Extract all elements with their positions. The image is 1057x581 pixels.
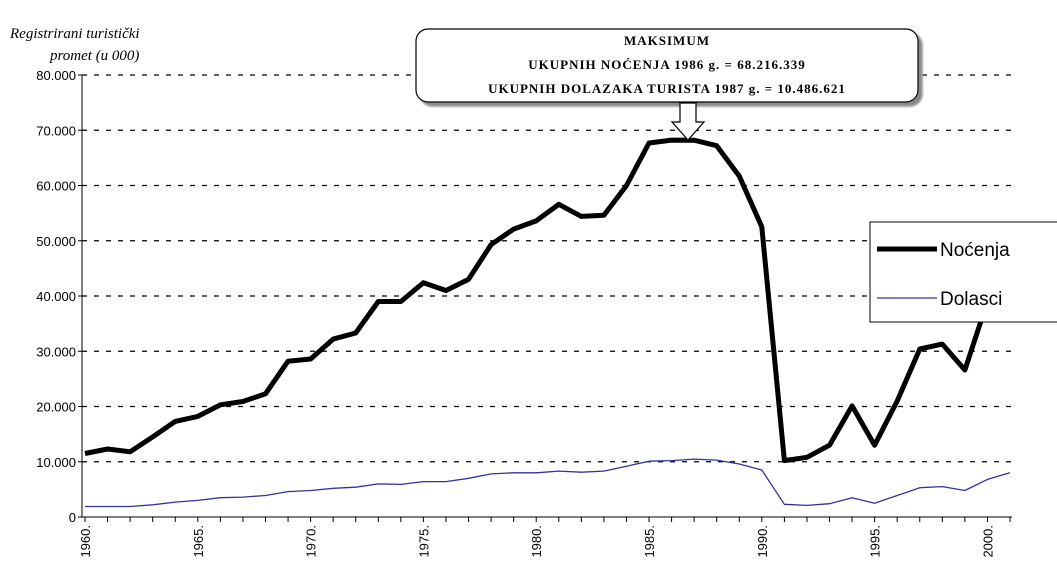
y-tick-label: 60.000 [36, 179, 76, 194]
annotation-text: UKUPNIH DOLAZAKA TURISTA 1987 g. = 10.48… [488, 81, 846, 96]
legend: Noćenja Dolasci [869, 221, 1057, 323]
y-tick-label: 10.000 [36, 455, 76, 470]
annotation-box [415, 28, 919, 103]
annotation-text: MAKSIMUM [624, 33, 710, 48]
y-tick-label: 30.000 [36, 344, 76, 359]
y-tick-label: 0 [69, 510, 76, 525]
series-line [85, 458, 1011, 508]
y-tick-label: 80.000 [36, 68, 76, 83]
x-tick-label: 1975. [416, 525, 431, 558]
x-tick-label: 1960. [78, 525, 93, 558]
annotation-text: UKUPNIH NOĆENJA 1986 g. = 68.216.339 [528, 57, 805, 72]
x-tick-label: 1995. [868, 525, 883, 558]
x-tick-label: 2000. [980, 525, 995, 558]
annotation: MAKSIMUM UKUPNIH NOĆENJA 1986 g. = 68.21… [415, 28, 919, 141]
legend-box [869, 221, 1057, 323]
x-tick-label: 1990. [755, 525, 770, 558]
y-axis-label: promet (u 000) [49, 48, 139, 64]
y-axis-label: Registrirani turistički [9, 26, 140, 42]
y-tick-label: 50.000 [36, 234, 76, 249]
x-tick-label: 1985. [642, 525, 657, 558]
legend-label: Dolasci [940, 289, 1002, 310]
x-tick-label: 1970. [304, 525, 319, 558]
plot-area: 0 10.000 20.000 30.000 40.000 50.000 60.000 70.… [36, 68, 1012, 558]
series-line [84, 137, 990, 464]
legend-label: Noćenja [940, 240, 1010, 261]
annotation-arrow [670, 102, 706, 141]
y-tick-label: 20.000 [36, 400, 76, 415]
x-tick-label: 1980. [529, 525, 544, 558]
x-tick-label: 1965. [191, 525, 206, 558]
y-tick-label: 40.000 [36, 289, 76, 304]
y-tick-label: 70.000 [36, 123, 76, 138]
